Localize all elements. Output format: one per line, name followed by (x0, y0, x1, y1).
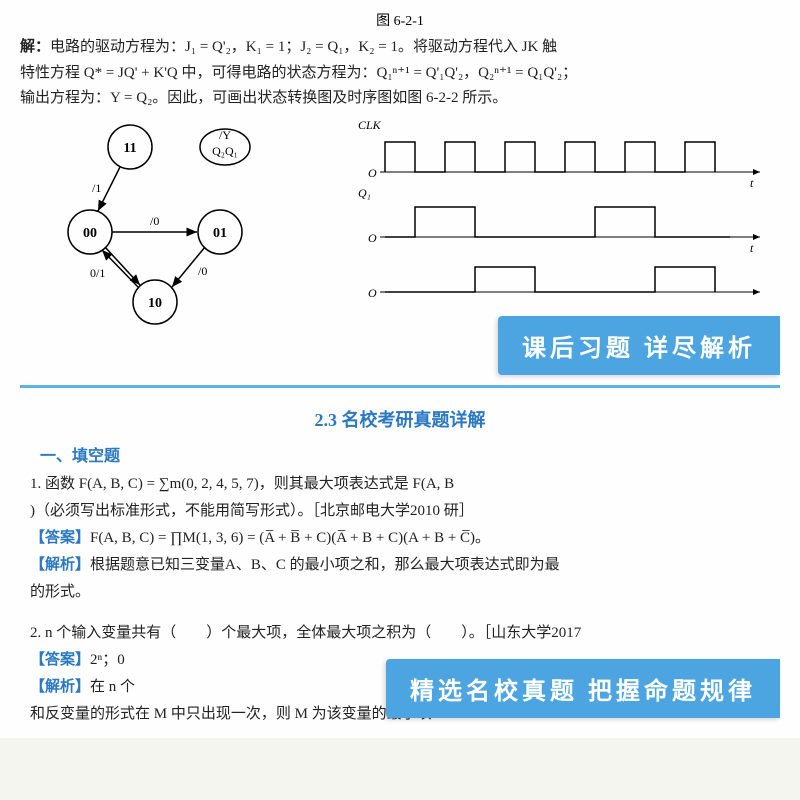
ans2: 2ⁿ；0 (90, 652, 125, 668)
state-00: 00 (83, 226, 97, 241)
edge-2: /0 (150, 214, 159, 228)
line1: 电路的驱动方程为：J₁ = Q'₂，K₁ = 1；J₂ = Q₁，K₂ = 1。… (50, 39, 557, 55)
diagram-area: 11 /Y Q₂Q₁ 00 01 10 /1 /0 0/1 / (20, 117, 780, 327)
solution-prefix: 解： (20, 39, 50, 55)
clk-label: CLK (358, 118, 382, 132)
t-label-1: t (750, 176, 754, 190)
qq-label: Q₂Q₁ (212, 144, 238, 158)
yq-label: /Y (219, 128, 231, 142)
p1-a: 1. 函数 F(A, B, C) = ∑m(0, 2, 4, 5, 7)，则其最… (30, 476, 454, 492)
badge-bottom: 精选名校真题 把握命题规律 (386, 659, 780, 718)
line3: 输出方程为：Y = Q₂。因此，可画出状态转换图及时序图如图 6-2-2 所示。 (20, 90, 507, 106)
p1-b: )（必须写出标准形式，不能用简写形式）。［北京邮电大学2010 研］ (30, 503, 474, 519)
o-label-3: O (368, 286, 377, 300)
tail-line: 和反变量的形式在 M 中只出现一次，则 M 为该变量的最小项 (30, 706, 432, 722)
answer-label-2: 【答案】 (30, 652, 90, 668)
edge-3: 0/1 (90, 266, 105, 280)
top-panel: 图 6-2-1 解：电路的驱动方程为：J₁ = Q'₂，K₁ = 1；J₂ = … (20, 10, 780, 388)
p2-a: 2. n 个输入变量共有（ ）个最大项，全体最大项之积为（ ）。［山东大学201… (30, 625, 581, 641)
answer-label-1: 【答案】 (30, 530, 90, 546)
state-01: 01 (213, 226, 227, 241)
o-label-2: O (368, 231, 377, 245)
analysis-label-1: 【解析】 (30, 557, 90, 573)
badge-top: 课后习题 详尽解析 (498, 316, 780, 375)
ana1b: 的形式。 (30, 584, 90, 600)
timing-diagram: CLK O t Q₁ O t O (350, 117, 780, 327)
bottom-panel: 2.3 名校考研真题详解 一、填空题 1. 函数 F(A, B, C) = ∑m… (20, 388, 780, 728)
solution-text: 解：电路的驱动方程为：J₁ = Q'₂，K₁ = 1；J₂ = Q₁，K₂ = … (20, 35, 780, 112)
state-11: 11 (123, 141, 136, 156)
ana1: 根据题意已知三变量A、B、C 的最小项之和，那么最大项表达式即为最 (90, 557, 560, 573)
figure-caption: 图 6-2-1 (20, 10, 780, 30)
state-10: 10 (148, 296, 162, 311)
edge-1: /1 (92, 181, 101, 195)
line2: 特性方程 Q* = JQ' + K'Q 中，可得电路的状态方程为：Q₁ⁿ⁺¹ =… (20, 65, 577, 81)
problem-1: 1. 函数 F(A, B, C) = ∑m(0, 2, 4, 5, 7)，则其最… (30, 471, 780, 606)
state-diagram: 11 /Y Q₂Q₁ 00 01 10 /1 /0 0/1 / (30, 117, 330, 327)
ans1: F(A, B, C) = ∏M(1, 3, 6) = (A̅ + B̅ + C)… (90, 530, 490, 546)
analysis-label-2: 【解析】 (30, 679, 90, 695)
o-label-1: O (368, 166, 377, 180)
edge-4: /0 (198, 264, 207, 278)
q1-label: Q₁ (358, 186, 371, 200)
section-title: 2.3 名校考研真题详解 (20, 406, 780, 432)
ana2: 在 n 个 (90, 679, 135, 695)
subsection-title: 一、填空题 (40, 442, 780, 466)
t-label-2: t (750, 241, 754, 255)
